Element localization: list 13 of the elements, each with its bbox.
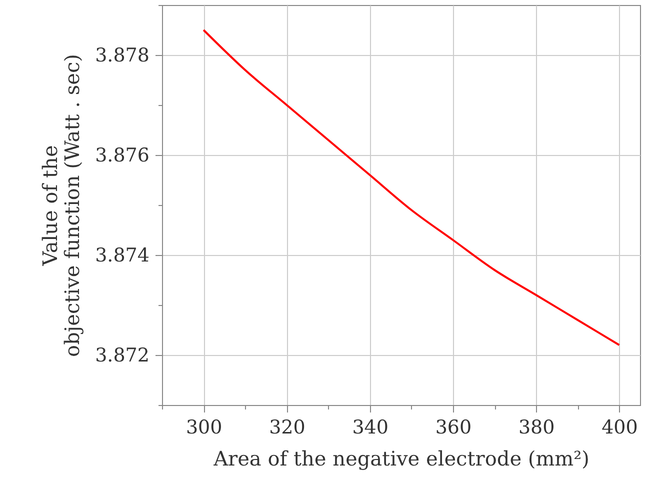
x-tick-label: 360: [435, 416, 472, 438]
y-tick-label: 3.872: [95, 344, 150, 366]
x-tick-label: 320: [269, 416, 306, 438]
x-tick-label: 400: [602, 416, 638, 438]
y-tick-label: 3.876: [95, 144, 150, 166]
x-tick-label: 340: [352, 416, 388, 438]
x-axis-title: Area of the negative electrode (mm²): [212, 446, 590, 470]
x-tick-label: 300: [186, 416, 222, 438]
line-series: [202, 29, 620, 346]
y-axis-title: Value of the objective function (Watt . sec): [38, 54, 84, 357]
x-tick-label: 380: [518, 416, 555, 438]
y-tick-label: 3.874: [95, 244, 150, 266]
y-tick-label: 3.878: [95, 44, 150, 66]
